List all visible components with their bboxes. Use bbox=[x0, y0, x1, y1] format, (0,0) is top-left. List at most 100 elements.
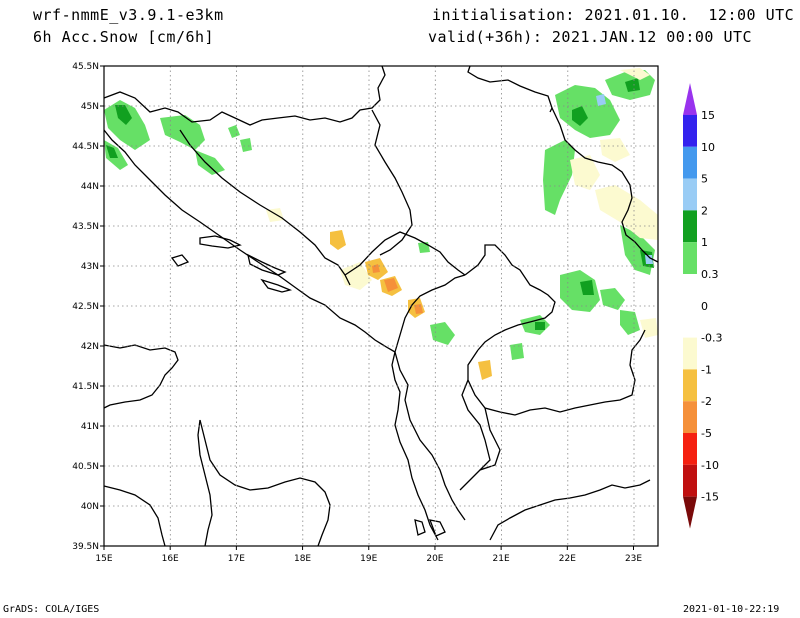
border-bosnia-serbia bbox=[371, 109, 413, 256]
border-albania-greece bbox=[394, 351, 466, 521]
lat-tick-label: 44.5N bbox=[72, 142, 99, 152]
legend-swatch bbox=[683, 369, 697, 402]
island-1 bbox=[199, 235, 242, 249]
coast-aegean bbox=[489, 479, 651, 541]
border-hungary bbox=[467, 65, 553, 113]
legend-label: -2 bbox=[701, 395, 712, 408]
initialisation-time: initialisation: 2021.01.10. 12:00 UTC bbox=[432, 6, 795, 24]
coast-greece-west bbox=[391, 351, 439, 541]
dark-green-mk bbox=[580, 280, 594, 295]
lat-tick-label: 43N bbox=[81, 262, 99, 272]
legend-label: 2 bbox=[701, 204, 708, 217]
legend-label: -10 bbox=[701, 459, 719, 472]
legend-swatch bbox=[683, 178, 697, 211]
lon-tick-label: 19E bbox=[360, 554, 377, 564]
lon-tick-label: 23E bbox=[625, 554, 642, 564]
lat-tick-label: 39.5N bbox=[72, 542, 99, 552]
green-area-macedonia bbox=[560, 270, 600, 312]
latitude-axis: 39.5N 40N 40.5N 41N 41.5N 42N 42.5N 43N 43.5N 44N… bbox=[72, 62, 104, 552]
model-title: wrf-nmmE_v3.9.1-e3km bbox=[33, 6, 224, 24]
island-6 bbox=[428, 519, 446, 537]
border-macedonia-south bbox=[467, 329, 646, 416]
legend-top-arrow bbox=[683, 83, 697, 115]
lon-tick-label: 16E bbox=[162, 554, 179, 564]
map-grid bbox=[104, 66, 658, 546]
dark-green-small bbox=[535, 322, 545, 330]
dark-green-coast bbox=[106, 145, 118, 158]
legend-label: 15 bbox=[701, 109, 715, 122]
lon-tick-label: 22E bbox=[559, 554, 576, 564]
lat-tick-label: 41N bbox=[81, 422, 99, 432]
coast-croatia bbox=[103, 129, 396, 353]
legend-swatch bbox=[683, 305, 697, 338]
lat-tick-label: 43.5N bbox=[72, 222, 99, 232]
border-kosovo bbox=[464, 244, 556, 351]
light-blue-east bbox=[645, 255, 653, 264]
orange-mn1 bbox=[384, 278, 398, 292]
coast-italy-heel-inner bbox=[197, 419, 213, 547]
green-area-bosnia2 bbox=[240, 138, 252, 152]
green-area-small2 bbox=[510, 343, 524, 360]
green-area-bosnia bbox=[228, 125, 240, 138]
pale-yellow-mn bbox=[340, 262, 372, 290]
legend-label: -0.3 bbox=[701, 332, 722, 345]
border-bosnia-inner bbox=[179, 129, 351, 286]
legend-swatch bbox=[683, 433, 697, 465]
yellow-al2 bbox=[478, 360, 492, 380]
coast-italy-heel bbox=[199, 419, 331, 547]
lat-tick-label: 45.5N bbox=[72, 62, 99, 72]
legend-label: 0.3 bbox=[701, 268, 719, 281]
coast-italy-apulia bbox=[103, 485, 166, 547]
legend-swatch bbox=[683, 464, 697, 497]
dark-green-west bbox=[115, 105, 132, 125]
light-blue-romania bbox=[596, 94, 606, 106]
legend-label: 0 bbox=[701, 300, 708, 313]
border-greece-east bbox=[459, 407, 501, 491]
lat-tick-label: 45N bbox=[81, 102, 99, 112]
valid-time: valid(+36h): 2021.JAN.12 00:00 UTC bbox=[428, 28, 753, 46]
dark-green-romania bbox=[625, 78, 640, 92]
legend-swatch bbox=[683, 210, 697, 243]
lon-tick-label: 18E bbox=[294, 554, 311, 564]
lon-tick-label: 17E bbox=[228, 554, 245, 564]
lon-tick-label: 21E bbox=[493, 554, 510, 564]
yellow-mn1 bbox=[330, 230, 346, 250]
island-4 bbox=[170, 254, 190, 267]
pale-yellow-romania bbox=[620, 68, 650, 80]
pale-yellow-sw bbox=[640, 318, 658, 338]
dark-green-serbia bbox=[572, 106, 588, 126]
longitude-axis: 15E 16E 17E 18E 19E 20E 21E 22E 23E bbox=[95, 546, 642, 564]
lat-tick-label: 41.5N bbox=[72, 382, 99, 392]
border-montenegro-albania bbox=[394, 274, 466, 353]
green-area-small3 bbox=[600, 288, 625, 310]
pale-yellow-east2 bbox=[570, 155, 600, 190]
legend-swatch bbox=[683, 337, 697, 370]
island-2 bbox=[247, 253, 287, 276]
legend-label: 10 bbox=[701, 141, 715, 154]
coast-italy-gargano bbox=[103, 344, 179, 409]
green-area-croatia bbox=[160, 115, 205, 150]
legend-bottom-arrow bbox=[683, 496, 697, 529]
lon-tick-label: 15E bbox=[95, 554, 112, 564]
legend-label: 1 bbox=[701, 236, 708, 249]
footer-credit: GrADS: COLA/IGES bbox=[3, 604, 100, 615]
color-legend: 15 10 5 2 1 0.3 0 -0.3 -1 -2 -5 -10 -15 bbox=[683, 83, 722, 529]
border-serbia-east bbox=[551, 107, 659, 263]
green-area-small1 bbox=[418, 242, 430, 253]
lat-tick-label: 40.5N bbox=[72, 462, 99, 472]
legend-label: -1 bbox=[701, 363, 712, 376]
lon-tick-label: 20E bbox=[426, 554, 443, 564]
legend-swatch bbox=[683, 146, 697, 179]
country-borders bbox=[103, 65, 659, 547]
legend-label: -15 bbox=[701, 491, 719, 504]
island-5 bbox=[414, 519, 426, 536]
green-area-small5 bbox=[430, 322, 455, 345]
green-area-serbia2 bbox=[555, 85, 620, 138]
lat-tick-label: 42.5N bbox=[72, 302, 99, 312]
footer-timestamp: 2021-01-10-22:19 bbox=[683, 604, 780, 615]
legend-label: 5 bbox=[701, 173, 708, 186]
legend-swatch bbox=[683, 274, 697, 306]
field-title: 6h Acc.Snow [cm/6h] bbox=[33, 28, 215, 46]
